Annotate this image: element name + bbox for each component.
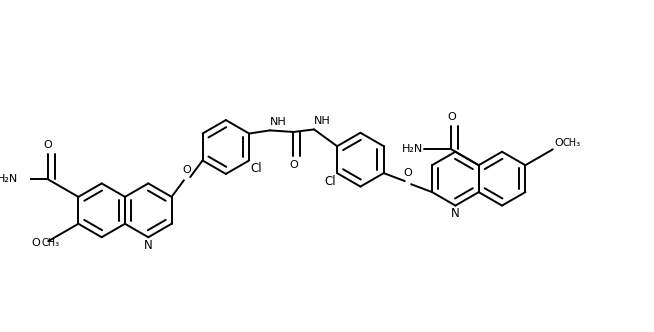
Text: O: O <box>44 140 52 150</box>
Text: N: N <box>451 207 460 220</box>
Text: Cl: Cl <box>250 162 262 175</box>
Text: Cl: Cl <box>324 175 336 188</box>
Text: O: O <box>31 238 41 248</box>
Text: N: N <box>144 239 152 252</box>
Text: O: O <box>404 168 412 178</box>
Text: H₂N: H₂N <box>402 144 422 154</box>
Text: NH: NH <box>314 116 331 125</box>
Text: CH₃: CH₃ <box>562 138 580 148</box>
Text: CH₃: CH₃ <box>41 238 60 248</box>
Text: O: O <box>289 159 298 170</box>
Text: H₂N: H₂N <box>0 174 18 185</box>
Text: NH: NH <box>269 117 286 126</box>
Text: O: O <box>555 138 563 148</box>
Text: O: O <box>182 165 192 175</box>
Text: O: O <box>447 112 456 122</box>
